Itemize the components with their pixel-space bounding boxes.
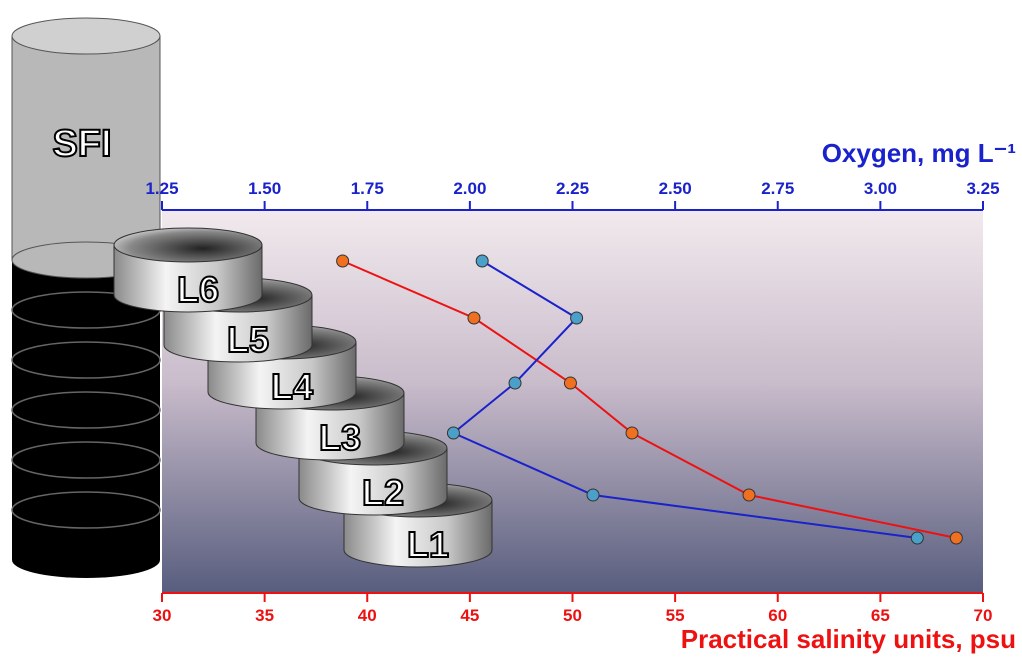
- data-point: [476, 255, 488, 267]
- layer-label: L1: [407, 524, 449, 565]
- x2-axis-title: Oxygen, mg L⁻¹: [822, 138, 1016, 168]
- disk-top: [114, 228, 262, 262]
- data-point: [743, 489, 755, 501]
- data-point: [337, 255, 349, 267]
- x-tick-label: 70: [974, 606, 993, 625]
- x-tick-label: 30: [153, 606, 172, 625]
- x-tick-label: 45: [460, 606, 479, 625]
- x-tick-label: 65: [871, 606, 890, 625]
- x-tick-label: 50: [563, 606, 582, 625]
- x2-tick-label: 2.75: [761, 179, 794, 198]
- layer-label: L2: [362, 472, 404, 513]
- x2-tick-label: 3.00: [864, 179, 897, 198]
- layer-label: L5: [227, 319, 269, 360]
- x-tick-label: 35: [255, 606, 274, 625]
- layer-label: L3: [319, 417, 361, 458]
- x2-tick-label: 2.50: [659, 179, 692, 198]
- layer-label: L4: [271, 366, 313, 407]
- data-point: [447, 427, 459, 439]
- data-point: [587, 489, 599, 501]
- x2-tick-label: 1.75: [351, 179, 384, 198]
- x2-tick-label: 1.50: [248, 179, 281, 198]
- data-point: [911, 532, 923, 544]
- x-tick-label: 55: [666, 606, 685, 625]
- x2-tick-label: 2.00: [453, 179, 486, 198]
- data-point: [950, 532, 962, 544]
- layer-disk: L6: [114, 228, 262, 312]
- x2-tick-label: 1.25: [145, 179, 178, 198]
- data-point: [564, 377, 576, 389]
- x-tick-label: 40: [358, 606, 377, 625]
- x2-tick-label: 3.25: [966, 179, 999, 198]
- x-tick-label: 60: [768, 606, 787, 625]
- data-point: [571, 312, 583, 324]
- data-point: [626, 427, 638, 439]
- chart: SFI L1L2L3L4L5L6 1.25 1.50 1.75 2.00 2.25 2.5…: [0, 0, 1022, 657]
- x-axis-title: Practical salinity units, psu: [681, 624, 1016, 654]
- column-label: SFI: [52, 123, 111, 165]
- data-point: [509, 377, 521, 389]
- x2-tick-label: 2.25: [556, 179, 589, 198]
- data-point: [468, 312, 480, 324]
- layer-label: L6: [177, 269, 219, 310]
